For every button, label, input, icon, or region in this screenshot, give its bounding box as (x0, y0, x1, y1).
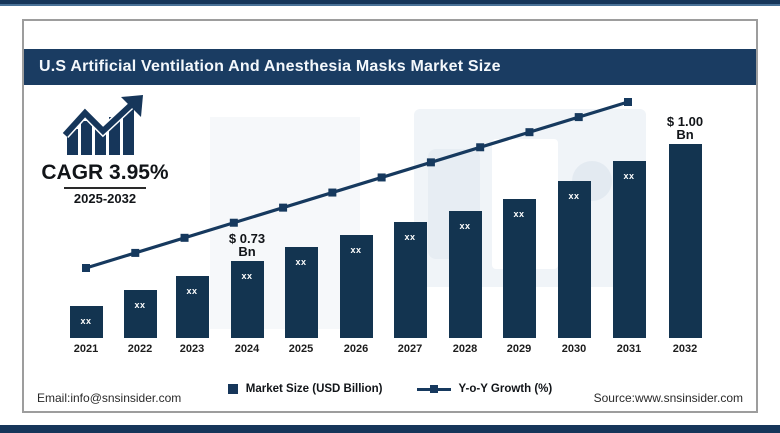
x-axis-label-2031: 2031 (616, 343, 642, 355)
top-brand-strip (0, 0, 780, 6)
x-axis-label-2029: 2029 (506, 343, 532, 355)
bottom-brand-strip (0, 425, 780, 433)
contact-email: Email:info@snsinsider.com (37, 391, 182, 405)
bar-inner-label: xx (623, 171, 635, 181)
bar-2031: xx (612, 161, 646, 338)
bar-2024: xx (230, 261, 264, 338)
legend-item-growth: Y-o-Y Growth (%) (416, 383, 553, 395)
line-marker (426, 158, 435, 167)
x-axis-label-2021: 2021 (73, 343, 99, 355)
page-title: U.S Artificial Ventilation And Anesthesi… (39, 58, 501, 75)
x-axis-label-2025: 2025 (288, 343, 314, 355)
bar-inner-label: xx (134, 300, 146, 310)
chart-legend: Market Size (USD Billion) Y-o-Y Growth (… (24, 383, 756, 395)
cagr-period: 2025-2032 (63, 187, 147, 206)
bar-inner-label: xx (404, 232, 416, 242)
x-axis-label-2024: 2024 (234, 343, 260, 355)
line-marker (525, 128, 534, 137)
bar-2029: xx (502, 199, 536, 338)
x-axis-label-2027: 2027 (397, 343, 423, 355)
x-axis-label-2023: 2023 (179, 343, 205, 355)
bar-2021: xx (69, 306, 103, 338)
line-marker (574, 113, 583, 122)
x-axis-label-2030: 2030 (561, 343, 587, 355)
bar-2030: xx (557, 181, 591, 338)
yoy-growth-line (82, 98, 632, 272)
source-link: Source:www.snsinsider.com (593, 391, 743, 405)
line-marker (377, 173, 386, 182)
chart-area: xx 2021 xx 2022 xx 2023 xx $ 0.73 Bn 2024 xx 2025 xx… (24, 21, 756, 407)
bar-inner-label: xx (350, 245, 362, 255)
x-axis-label-2022: 2022 (127, 343, 153, 355)
cagr-value: CAGR 3.95% (41, 161, 169, 184)
bar-inner-label: xx (295, 257, 307, 267)
growth-chart-arrow-icon (61, 95, 143, 155)
line-marker (328, 188, 337, 197)
bar-2026: xx (339, 235, 373, 338)
bar-2032 (668, 144, 702, 338)
bar-2028: xx (448, 211, 482, 338)
legend-market-size-label: Market Size (USD Billion) (245, 383, 383, 395)
line-marker (229, 218, 238, 227)
legend-growth-label: Y-o-Y Growth (%) (458, 383, 553, 395)
line-marker (82, 264, 90, 272)
line-swatch-icon (416, 384, 451, 394)
bar-inner-label: xx (513, 209, 525, 219)
bar-swatch-icon (227, 384, 238, 394)
bar-value-label-2032: $ 1.00 Bn (666, 114, 704, 142)
x-axis-label-2032: 2032 (672, 343, 698, 355)
legend-item-market-size: Market Size (USD Billion) (227, 383, 383, 395)
bar-2023: xx (175, 276, 209, 338)
line-marker (180, 233, 189, 242)
bar-2022: xx (123, 290, 157, 338)
bar-2027: xx (393, 222, 427, 338)
cagr-block: CAGR 3.95% 2025-2032 (30, 95, 180, 208)
x-axis-label-2028: 2028 (452, 343, 478, 355)
bar-inner-label: xx (241, 271, 253, 281)
bar-inner-label: xx (459, 221, 471, 231)
line-marker (279, 203, 288, 212)
bar-inner-label: xx (568, 191, 580, 201)
bar-inner-label: xx (186, 286, 198, 296)
bar-inner-label: xx (80, 316, 92, 326)
bar-value-label-2024: $ 0.73 Bn (228, 231, 266, 259)
line-marker (476, 143, 485, 152)
report-card: U.S Artificial Ventilation And Anesthesi… (22, 19, 758, 413)
x-axis-label-2026: 2026 (343, 343, 369, 355)
bar-2025: xx (284, 247, 318, 338)
line-marker (624, 98, 632, 106)
chart-title-bar: U.S Artificial Ventilation And Anesthesi… (24, 49, 756, 85)
line-marker (131, 248, 140, 257)
